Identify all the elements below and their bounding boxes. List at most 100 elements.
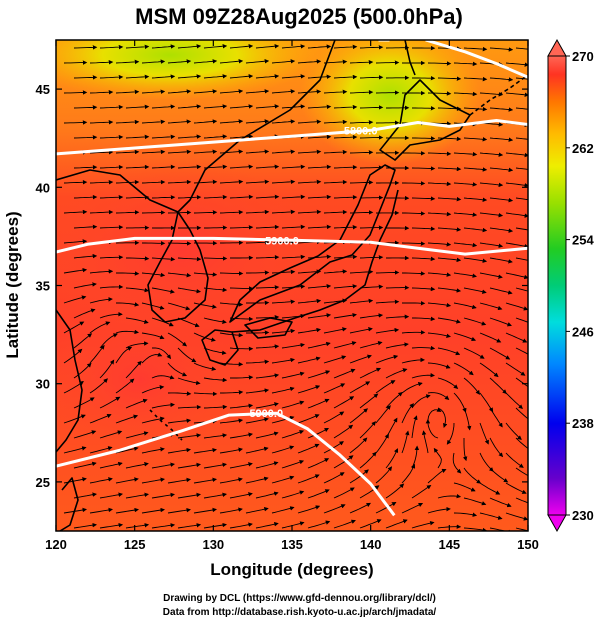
wind-streamline: [193, 179, 218, 185]
wind-streamline: [375, 405, 391, 424]
wind-streamline: [151, 134, 176, 140]
wind-streamline: [245, 476, 269, 484]
wind-streamline: [89, 179, 114, 185]
wind-streamline: [193, 391, 218, 397]
wind-streamline: [411, 256, 436, 262]
wind-streamline: [271, 59, 296, 64]
wind-streamline: [115, 119, 140, 125]
wind-streamline: [453, 61, 478, 67]
wind-streamline: [323, 89, 348, 95]
wind-streamline: [333, 104, 358, 110]
wind-streamline: [297, 298, 322, 304]
wind-streamline: [89, 59, 114, 65]
wind-streamline: [177, 74, 202, 79]
wind-streamline: [453, 212, 478, 217]
wind-streamline: [359, 393, 379, 409]
wind-streamline: [297, 269, 322, 274]
wind-streamline: [427, 468, 447, 484]
wind-streamline: [167, 119, 192, 124]
wind-streamline: [167, 507, 191, 514]
wind-streamline: [401, 330, 426, 335]
wind-streamline: [453, 362, 474, 376]
wind-streamline: [73, 135, 98, 140]
wind-streamline: [425, 418, 439, 439]
wind-streamline: [245, 240, 270, 245]
colorbar-tick-label: 262: [572, 141, 594, 156]
wind-streamline: [427, 302, 452, 308]
wind-streamline: [89, 378, 108, 394]
wind-streamline: [505, 212, 528, 218]
wind-streamline: [125, 492, 149, 499]
wind-streamline: [177, 44, 202, 49]
wind-streamline: [412, 136, 436, 141]
wind-streamline: [489, 407, 503, 428]
wind-streamline: [515, 107, 528, 110]
wind-streamline: [99, 492, 123, 499]
wind-streamline: [323, 209, 348, 215]
wind-streamline: [489, 467, 509, 483]
wind-streamline: [359, 225, 384, 230]
wind-streamline: [177, 433, 202, 439]
wind-streamline: [271, 239, 296, 245]
wind-streamline: [446, 422, 455, 445]
wind-streamline: [141, 352, 163, 364]
wind-streamline: [115, 329, 139, 335]
wind-streamline: [349, 150, 374, 155]
wind-streamline: [402, 211, 426, 216]
wind-streamline: [203, 347, 227, 355]
wind-streamline: [115, 210, 140, 215]
wind-streamline: [333, 284, 358, 289]
wind-streamline: [437, 196, 462, 202]
wind-streamline: [411, 485, 432, 499]
wind-streamline: [489, 47, 514, 52]
wind-streamline: [141, 477, 165, 484]
wind-streamline: [359, 284, 384, 289]
y-tick-label: 35: [36, 279, 50, 294]
wind-streamline: [99, 522, 124, 529]
wind-streamline: [89, 344, 105, 364]
wind-streamline: [203, 492, 227, 499]
wind-streamline: [193, 477, 217, 484]
wind-streamline: [219, 149, 244, 154]
wind-streamline: [125, 431, 149, 439]
wind-streamline: [203, 194, 228, 200]
wind-streamline: [297, 119, 322, 124]
ryukyu-islands: [149, 409, 183, 441]
wind-streamline: [515, 497, 528, 504]
wind-streamline: [333, 194, 358, 200]
wind-streamline: [463, 527, 488, 531]
wind-streamline: [99, 194, 124, 200]
wind-streamline: [453, 302, 477, 310]
wind-streamline: [255, 104, 280, 109]
wind-streamline: [115, 179, 140, 185]
wind-streamline: [505, 362, 526, 376]
wind-streamline: [271, 179, 296, 185]
wind-streamline: [73, 164, 98, 170]
y-axis-label: Latitude (degrees): [3, 211, 22, 358]
wind-streamline: [489, 77, 514, 82]
wind-streamline: [255, 461, 279, 469]
wind-streamline: [89, 297, 113, 304]
wind-streamline: [463, 76, 488, 82]
wind-streamline: [281, 104, 306, 109]
wind-streamline: [349, 89, 374, 95]
wind-streamline: [333, 74, 358, 80]
wind-streamline: [281, 521, 305, 529]
wind-streamline: [427, 151, 452, 157]
wind-streamline: [63, 507, 87, 514]
wind-streamline: [229, 194, 254, 200]
credit-data: Data from http://database.rish.kyoto-u.a…: [162, 607, 437, 618]
wind-streamline: [375, 60, 400, 65]
wind-streamline: [375, 501, 397, 514]
wind-streamline: [359, 451, 377, 469]
wind-streamline: [167, 59, 192, 64]
wind-streamline: [73, 397, 95, 409]
wind-streamline: [359, 519, 382, 529]
wind-streamline: [281, 490, 305, 499]
wind-streamline: [297, 59, 322, 64]
wind-streamline: [73, 522, 97, 529]
wind-streamline: [246, 330, 270, 335]
height-contour: [56, 411, 396, 517]
wind-streamline: [479, 242, 504, 248]
wind-streamline: [489, 527, 513, 531]
